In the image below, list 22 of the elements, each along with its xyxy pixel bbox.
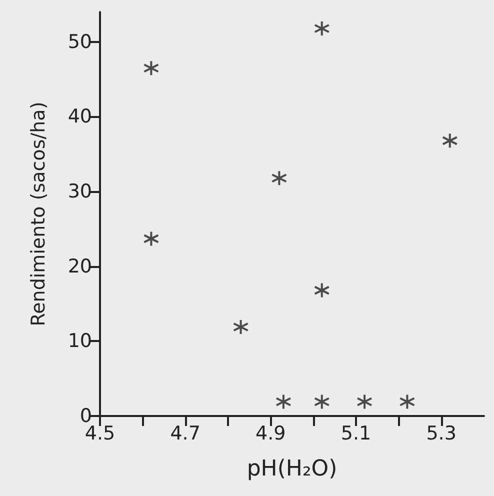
point [275,394,292,410]
y-tick-label: 50 [68,30,92,53]
point [143,230,160,247]
point [314,282,330,298]
y-tick-label: 10 [68,330,92,352]
point [399,394,416,410]
point [442,132,458,149]
point [271,170,288,186]
y-axis-title: Rendimiento (sacos/ha) [28,102,50,326]
x-axis-title: pH(H₂O) [246,456,338,482]
point [356,394,373,410]
y-tick-label: 30 [68,180,92,203]
x-tick-label: 5.1 [340,422,372,444]
y-tick-label: 40 [68,106,92,128]
y-tick-label: 20 [68,255,92,278]
point [314,394,330,410]
x-tick-label: 4.7 [170,422,200,444]
point [232,318,249,335]
x-tick-label: 4.9 [256,422,286,444]
point [314,20,330,36]
x-tick-label: 5.3 [426,422,456,444]
point [143,60,160,76]
